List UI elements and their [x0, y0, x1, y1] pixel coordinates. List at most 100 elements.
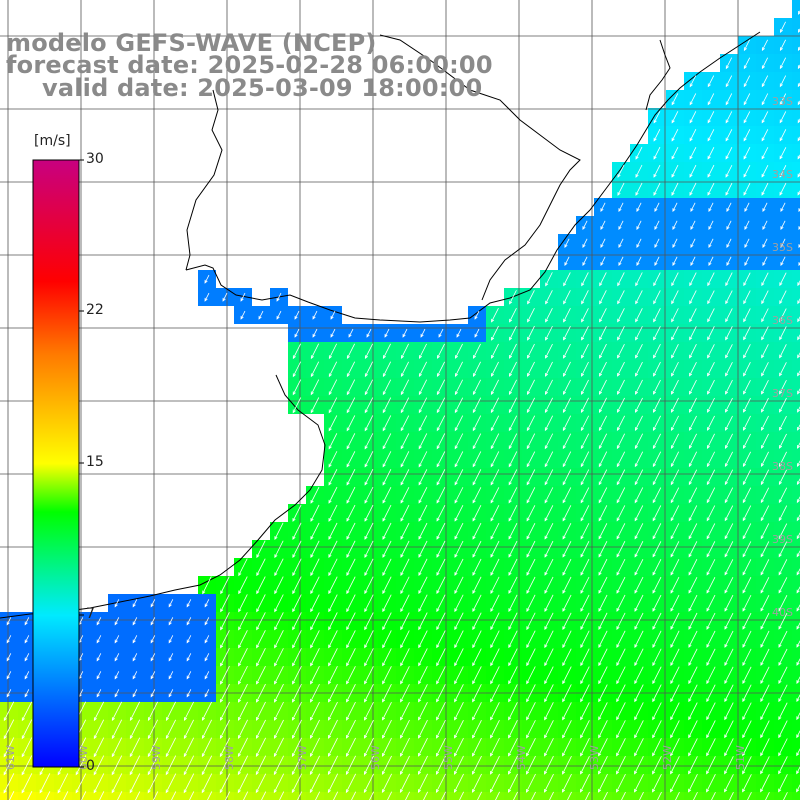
wind-arrow [689, 93, 697, 106]
wind-arrow [779, 272, 787, 287]
wind-arrow [618, 238, 624, 249]
wind-arrow [779, 39, 786, 52]
wind-arrow [348, 328, 354, 338]
wind-speed-cell [306, 792, 324, 800]
wind-speed-cell [144, 792, 162, 800]
wind-arrow [725, 290, 733, 305]
wind-arrow [617, 182, 625, 196]
wind-speed-cell [756, 792, 774, 800]
wind-arrow [617, 272, 625, 287]
wind-speed-cell [342, 792, 360, 800]
wind-arrow [744, 256, 750, 267]
wind-speed-cell [792, 774, 800, 792]
wind-arrow [708, 256, 714, 267]
wind-speed-cell [792, 342, 800, 360]
longitude-label: 52W [661, 745, 674, 770]
wind-arrow [204, 274, 210, 284]
wind-speed-cell [378, 792, 396, 800]
wind-speed-cell [792, 414, 800, 432]
wind-arrow [366, 328, 372, 338]
wind-arrow [780, 220, 786, 231]
wind-speed-cell [504, 792, 522, 800]
wind-speed-cell [414, 792, 432, 800]
wind-speed-cell [792, 540, 800, 558]
colorbar-tick-label: 15 [86, 454, 104, 470]
wind-arrow [779, 111, 787, 124]
longitude-label: 55W [442, 745, 455, 770]
wind-arrow [690, 238, 696, 249]
wind-speed-cell [792, 576, 800, 594]
wind-arrow [384, 328, 390, 338]
wind-arrow [744, 238, 750, 249]
wind-arrow [636, 238, 642, 249]
wind-arrow [761, 290, 769, 305]
wind-arrow [707, 75, 715, 88]
wind-speed-cell [792, 594, 800, 612]
wind-speed-cell [792, 738, 800, 756]
wind-arrow [725, 57, 733, 70]
wind-speed-cell [396, 792, 414, 800]
wind-arrow [456, 328, 462, 338]
latitude-label: 34S [772, 168, 793, 181]
wind-speed-cell [54, 792, 72, 800]
wind-speed-cell [792, 486, 800, 504]
wind-arrow [743, 182, 751, 196]
wind-arrow [780, 202, 786, 213]
longitude-label: 58W [223, 745, 236, 770]
wind-arrow [708, 238, 714, 249]
wind-arrow [563, 308, 571, 323]
wind-speed-cell [792, 180, 800, 198]
wind-arrow [636, 256, 642, 267]
wind-arrow [707, 272, 715, 287]
wind-arrow [744, 220, 750, 231]
wind-speed-cell [792, 54, 800, 72]
wind-speed-cell [792, 702, 800, 720]
wind-arrow [509, 290, 517, 305]
wind-speed-cell [792, 720, 800, 738]
wind-arrow [725, 272, 733, 287]
coastline [0, 31, 761, 619]
wind-arrow [653, 164, 661, 178]
wind-speed-cell [90, 792, 108, 800]
wind-speed-cell [450, 792, 468, 800]
wind-arrow [707, 93, 715, 106]
wind-arrow [581, 308, 589, 323]
wind-arrow [743, 308, 751, 323]
wind-speed-cell [180, 792, 198, 800]
latitude-label: 39S [772, 533, 793, 546]
wind-speed-cell [252, 792, 270, 800]
wind-speed-cell [792, 630, 800, 648]
wind-arrow [600, 220, 606, 231]
wind-arrow [707, 290, 715, 305]
wind-arrow [779, 308, 787, 323]
wind-speed-cell [432, 792, 450, 800]
wind-arrow [743, 111, 751, 124]
wind-speed-cell [540, 792, 558, 800]
wind-speed-cell [792, 324, 800, 342]
wind-speed-cell [792, 450, 800, 468]
latitude-label: 35S [772, 241, 793, 254]
wind-arrow [779, 182, 787, 196]
wind-arrow [797, 316, 800, 323]
wind-speed-cell [792, 162, 800, 180]
wind-speed-cell [522, 792, 540, 800]
wind-speed-cell [792, 306, 800, 324]
wind-arrow [672, 256, 678, 267]
wind-arrow [617, 308, 625, 323]
wind-arrow [636, 220, 642, 231]
wind-arrow [689, 146, 697, 160]
wind-arrow [780, 256, 786, 267]
wind-arrow [599, 308, 607, 323]
wind-speed-cell [792, 792, 800, 800]
wind-arrow [762, 238, 768, 249]
wind-speed-cell [360, 792, 378, 800]
wind-arrow [690, 202, 696, 213]
wind-arrow [545, 308, 553, 323]
wind-arrow [743, 93, 751, 106]
wind-arrow [527, 325, 535, 341]
wind-arrow [725, 308, 733, 323]
wind-speed-cell [558, 792, 576, 800]
wind-arrow [743, 57, 751, 70]
wind-arrow [509, 307, 517, 323]
